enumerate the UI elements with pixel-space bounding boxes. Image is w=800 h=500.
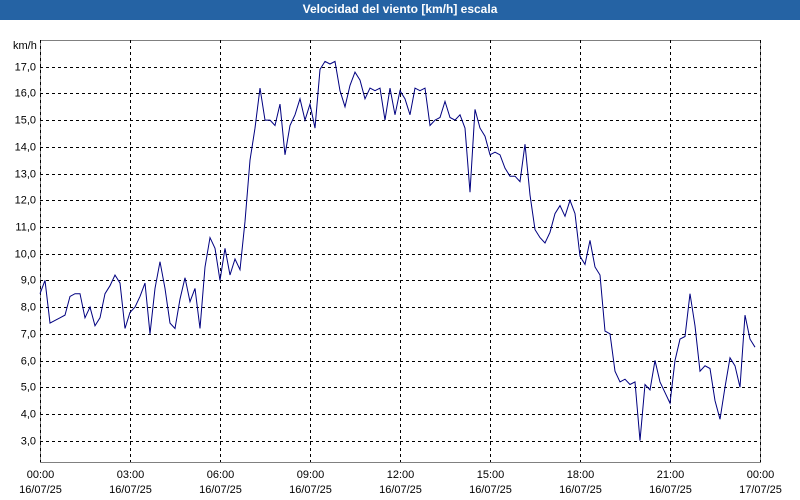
x-tick-date: 16/07/25 (559, 484, 602, 496)
x-tick-label: 00:00 (27, 469, 55, 481)
y-tick-label: 4,0 (21, 408, 36, 420)
y-tick-label: 5,0 (21, 381, 36, 393)
x-tick-label: 06:00 (207, 469, 235, 481)
x-tick-date: 16/07/25 (109, 484, 152, 496)
title-bar (0, 0, 800, 20)
y-tick-label: 9,0 (21, 274, 36, 286)
x-tick-label: 18:00 (567, 469, 595, 481)
y-tick-label: 7,0 (21, 328, 36, 340)
y-tick-label: 14,0 (15, 141, 36, 153)
x-tick-label: 00:00 (747, 469, 775, 481)
y-tick-label: 12,0 (15, 194, 36, 206)
x-tick-date: 16/07/25 (19, 484, 62, 496)
y-tick-label: 10,0 (15, 248, 36, 260)
y-tick-label: 3,0 (21, 435, 36, 447)
x-tick-label: 12:00 (387, 469, 415, 481)
x-tick-date: 16/07/25 (199, 484, 242, 496)
series-line (39, 60, 756, 441)
x-tick-label: 15:00 (477, 469, 505, 481)
x-tick-date: 16/07/25 (469, 484, 512, 496)
x-tick-date: 17/07/25 (739, 484, 782, 496)
x-tick-date: 16/07/25 (289, 484, 332, 496)
y-tick-label: 16,0 (15, 87, 36, 99)
y-tick-label: 11,0 (15, 221, 36, 233)
x-tick-label: 09:00 (297, 469, 325, 481)
y-tick-label: 13,0 (15, 168, 36, 180)
y-axis-label: km/h (13, 40, 37, 52)
x-tick-date: 16/07/25 (379, 484, 422, 496)
y-tick-label: 6,0 (21, 355, 36, 367)
x-tick-label: 21:00 (657, 469, 685, 481)
x-tick-date: 16/07/25 (649, 484, 692, 496)
x-tick-label: 03:00 (117, 469, 145, 481)
y-tick-label: 15,0 (15, 114, 36, 126)
y-tick-label: 17,0 (15, 61, 36, 73)
chart-title: Velocidad del viento [km/h] escala (303, 2, 498, 16)
y-tick-label: 8,0 (21, 301, 36, 313)
